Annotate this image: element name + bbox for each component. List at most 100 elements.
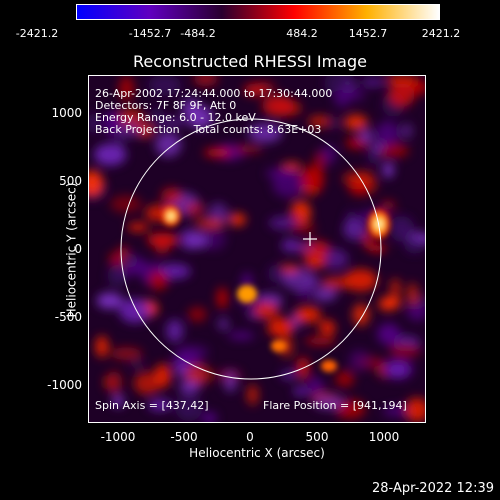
emission-blob bbox=[184, 201, 205, 217]
emission-blob bbox=[149, 106, 165, 132]
emission-pattern bbox=[89, 76, 425, 422]
emission-blob bbox=[280, 371, 298, 380]
emission-blob bbox=[176, 345, 209, 359]
emission-blob bbox=[113, 132, 127, 146]
y-tick-label: -1000 bbox=[47, 378, 82, 392]
emission-blob bbox=[313, 395, 345, 410]
emission-blob bbox=[321, 248, 349, 270]
x-tick-label: 0 bbox=[246, 430, 254, 444]
y-tick-label: 500 bbox=[59, 174, 82, 188]
emission-blob bbox=[381, 296, 402, 309]
spin-axis-label: Spin Axis = [437,42] bbox=[95, 399, 209, 412]
emission-blob bbox=[234, 145, 263, 154]
x-axis-label: Heliocentric X (arcsec) bbox=[189, 446, 325, 460]
emission-blob bbox=[360, 78, 386, 87]
emission-blob bbox=[293, 386, 308, 396]
emission-blob bbox=[229, 213, 246, 226]
x-tick-label: -500 bbox=[170, 430, 198, 444]
emission-blob bbox=[110, 195, 142, 213]
colorbar-tick: 1452.7 bbox=[348, 27, 388, 40]
emission-blob bbox=[368, 244, 387, 253]
bright-source bbox=[160, 204, 182, 228]
emission-blob bbox=[188, 307, 207, 322]
emission-blob bbox=[379, 200, 396, 211]
emission-blob bbox=[371, 142, 386, 151]
emission-blob bbox=[112, 394, 125, 408]
emission-blob bbox=[304, 336, 336, 345]
emission-blob bbox=[294, 306, 321, 323]
emission-blob bbox=[103, 110, 122, 137]
emission-blob bbox=[147, 399, 172, 411]
emission-blob bbox=[224, 370, 237, 393]
emission-blob bbox=[118, 253, 139, 268]
emission-blob bbox=[149, 270, 169, 291]
emission-blob bbox=[119, 298, 151, 323]
emission-blob bbox=[335, 370, 355, 388]
flare-position-label: Flare Position = [941,194] bbox=[263, 399, 407, 412]
emission-blob bbox=[127, 222, 149, 232]
x-tick-label: 500 bbox=[305, 430, 329, 444]
emission-blob bbox=[252, 82, 276, 93]
emission-blob bbox=[106, 370, 123, 395]
emission-blob bbox=[161, 118, 188, 127]
emission-blob bbox=[359, 129, 373, 143]
emission-blob bbox=[344, 114, 368, 130]
x-tick-label: -1000 bbox=[100, 430, 136, 444]
emission-blob bbox=[89, 170, 104, 197]
emission-blob bbox=[268, 265, 286, 283]
emission-blob bbox=[228, 331, 255, 340]
colorbar bbox=[76, 4, 440, 20]
emission-blob bbox=[110, 347, 143, 361]
bright-source bbox=[321, 360, 337, 372]
emission-blob bbox=[404, 237, 425, 254]
colorbar-tick: -1452.7 bbox=[128, 27, 172, 40]
info-time-range: 26-Apr-2002 17:24:44.000 to 17:30:44.000 bbox=[95, 87, 333, 100]
rhessi-image-plot: 26-Apr-2002 17:24:44.000 to 17:30:44.000… bbox=[88, 75, 426, 423]
emission-blob bbox=[203, 148, 232, 158]
emission-blob bbox=[107, 264, 128, 287]
emission-blob bbox=[175, 395, 203, 421]
colorbar-tick: -484.2 bbox=[180, 27, 216, 40]
plot-title: Reconstructed RHESSI Image bbox=[133, 52, 367, 71]
emission-blob bbox=[262, 95, 295, 117]
y-tick-label: -500 bbox=[54, 310, 82, 324]
emission-blob bbox=[155, 132, 182, 157]
emission-blob bbox=[247, 384, 259, 406]
y-axis-label: Heliocentric Y (arcsec) bbox=[64, 182, 79, 318]
emission-blob bbox=[343, 218, 368, 241]
emission-blob bbox=[307, 115, 332, 128]
emission-blob bbox=[329, 116, 341, 131]
bright-source bbox=[237, 285, 257, 303]
colorbar-tick: -2421.2 bbox=[15, 27, 59, 40]
emission-blob bbox=[178, 381, 201, 394]
emission-blob bbox=[386, 363, 409, 377]
emission-blob bbox=[94, 143, 127, 166]
emission-blob bbox=[154, 363, 172, 388]
solar-limb-circle bbox=[120, 118, 382, 380]
y-tick-label: 1000 bbox=[51, 106, 82, 120]
info-detectors: Detectors: 7F 8F 9F, Att 0 bbox=[95, 99, 237, 112]
emission-blob bbox=[161, 187, 183, 205]
emission-blob bbox=[202, 228, 227, 251]
emission-blob bbox=[313, 151, 325, 174]
emission-blob bbox=[265, 168, 299, 179]
emission-blob bbox=[401, 123, 413, 139]
emission-blob bbox=[181, 227, 195, 251]
emission-blob bbox=[194, 218, 226, 229]
emission-blob bbox=[342, 171, 371, 186]
emission-blob bbox=[253, 302, 279, 319]
emission-blob bbox=[304, 253, 327, 269]
emission-blob bbox=[348, 349, 370, 372]
spin-axis-marker bbox=[303, 232, 317, 246]
x-tick-label: 1000 bbox=[368, 430, 400, 444]
emission-blob bbox=[193, 76, 218, 87]
emission-blob bbox=[389, 344, 422, 358]
info-method-counts: Back Projection Total counts: 8.63E+03 bbox=[95, 123, 322, 136]
emission-blob bbox=[95, 335, 109, 358]
emission-blob bbox=[119, 76, 134, 102]
emission-blob bbox=[375, 121, 400, 146]
emission-blob bbox=[218, 318, 229, 330]
emission-blob bbox=[216, 287, 228, 309]
emission-blob bbox=[377, 323, 401, 345]
colorbar-ticks: -2421.2 -1452.7 -484.2 484.2 1452.7 2421… bbox=[0, 0, 500, 40]
